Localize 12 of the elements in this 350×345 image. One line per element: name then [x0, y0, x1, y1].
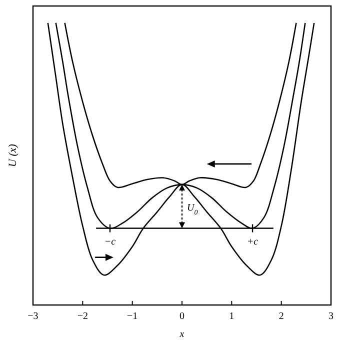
- x-tick-label: −1: [127, 311, 138, 322]
- x-tick-label: 2: [278, 311, 284, 322]
- annotation: U$_{0}$: [187, 202, 198, 216]
- annotation: −c: [104, 236, 116, 248]
- x-tick-label: 0: [180, 311, 184, 322]
- x-axis-title: x: [178, 329, 185, 340]
- x-tick-label: 3: [328, 311, 334, 322]
- x-tick-label: 1: [229, 311, 234, 322]
- x-tick-label: −3: [28, 311, 38, 322]
- annotation: +c: [246, 236, 259, 248]
- x-tick-label: −2: [77, 311, 88, 322]
- y-axis-title: U (x): [7, 144, 19, 167]
